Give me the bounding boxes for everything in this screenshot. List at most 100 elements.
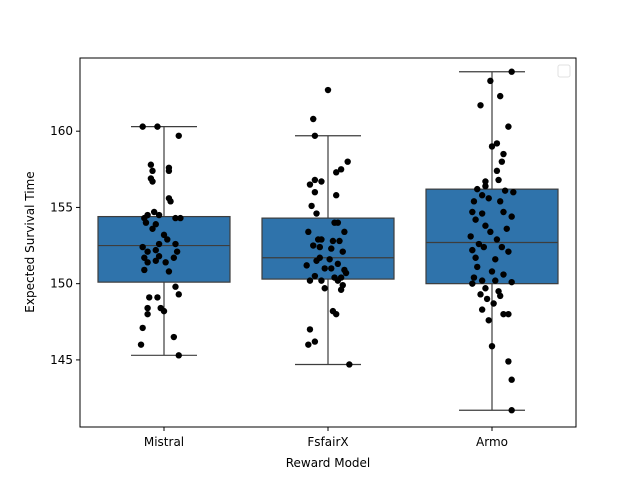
data-point: [505, 123, 512, 130]
data-point: [313, 210, 320, 217]
data-point: [324, 86, 332, 94]
data-point: [170, 254, 178, 261]
data-point: [155, 253, 163, 260]
data-point: [144, 304, 151, 312]
data-point: [334, 219, 342, 226]
data-point: [493, 140, 501, 147]
data-point: [505, 248, 512, 255]
data-point: [342, 269, 350, 277]
data-point: [172, 283, 179, 290]
box-fsfairx: [261, 217, 395, 280]
data-point: [311, 338, 319, 345]
data-point: [485, 195, 492, 202]
data-point: [508, 278, 515, 286]
data-point: [492, 277, 499, 284]
data-point: [501, 187, 509, 194]
data-point: [139, 123, 146, 130]
data-point: [177, 214, 184, 222]
data-point: [497, 198, 504, 205]
data-point: [477, 102, 484, 109]
data-point: [337, 166, 345, 173]
data-point: [341, 228, 348, 236]
data-point: [154, 123, 161, 130]
data-point: [321, 285, 328, 292]
data-point: [146, 294, 153, 301]
data-point: [474, 263, 481, 271]
y-tick-label: 145: [50, 353, 73, 367]
data-point: [160, 307, 168, 315]
data-point: [175, 291, 182, 298]
data-point: [167, 198, 174, 205]
data-point: [485, 317, 492, 324]
x-tick-label: Mistral: [144, 435, 184, 449]
data-point: [498, 243, 506, 251]
data-point: [483, 295, 491, 303]
data-point: [492, 256, 499, 263]
data-point: [339, 248, 346, 255]
data-point: [474, 185, 481, 193]
data-point: [467, 233, 474, 240]
data-point: [328, 245, 335, 252]
data-point: [303, 262, 310, 269]
data-point: [510, 188, 517, 196]
data-point: [477, 291, 484, 298]
data-point: [175, 352, 182, 359]
data-point: [336, 237, 343, 245]
data-point: [149, 225, 156, 232]
data-point: [318, 277, 325, 284]
data-point: [329, 237, 337, 245]
data-point: [482, 285, 489, 292]
data-point: [172, 214, 179, 222]
data-point: [472, 216, 479, 223]
data-point: [334, 260, 342, 268]
data-point: [150, 208, 158, 216]
data-point: [488, 268, 496, 275]
data-point: [478, 192, 486, 199]
data-point: [500, 150, 507, 158]
data-point: [173, 248, 181, 255]
data-point: [470, 274, 478, 281]
data-point: [141, 254, 148, 261]
data-point: [165, 268, 173, 275]
data-point: [478, 277, 486, 284]
data-point: [337, 286, 345, 293]
data-point: [482, 182, 489, 190]
data-point: [497, 292, 504, 300]
data-point: [346, 361, 353, 368]
data-point: [175, 132, 182, 139]
data-point: [508, 68, 515, 75]
data-point: [495, 176, 502, 184]
data-point: [305, 341, 312, 348]
data-point: [469, 246, 476, 254]
data-point: [508, 213, 515, 220]
y-axis: 145 150 155 160: [50, 124, 80, 367]
data-point: [487, 228, 494, 236]
data-point: [306, 181, 314, 188]
data-point: [311, 132, 319, 139]
data-point: [344, 158, 351, 165]
data-point: [498, 158, 506, 165]
data-point: [137, 341, 145, 348]
data-point: [141, 266, 148, 274]
data-point: [475, 240, 483, 248]
data-point: [172, 240, 179, 248]
y-tick-label: 150: [50, 277, 73, 291]
data-point: [155, 211, 163, 219]
data-point: [508, 407, 515, 414]
data-point: [500, 271, 507, 278]
data-point: [333, 192, 340, 199]
data-point: [488, 342, 496, 350]
data-point: [334, 277, 342, 284]
data-point: [152, 246, 159, 254]
legend-box: [557, 64, 571, 78]
data-point: [478, 306, 486, 313]
data-point: [328, 265, 335, 272]
y-tick-label: 160: [50, 124, 73, 138]
y-tick-label: 155: [50, 200, 73, 214]
data-point: [480, 243, 487, 251]
data-point: [508, 376, 515, 383]
data-point: [170, 333, 178, 341]
data-point: [144, 310, 151, 318]
data-point: [313, 257, 320, 264]
